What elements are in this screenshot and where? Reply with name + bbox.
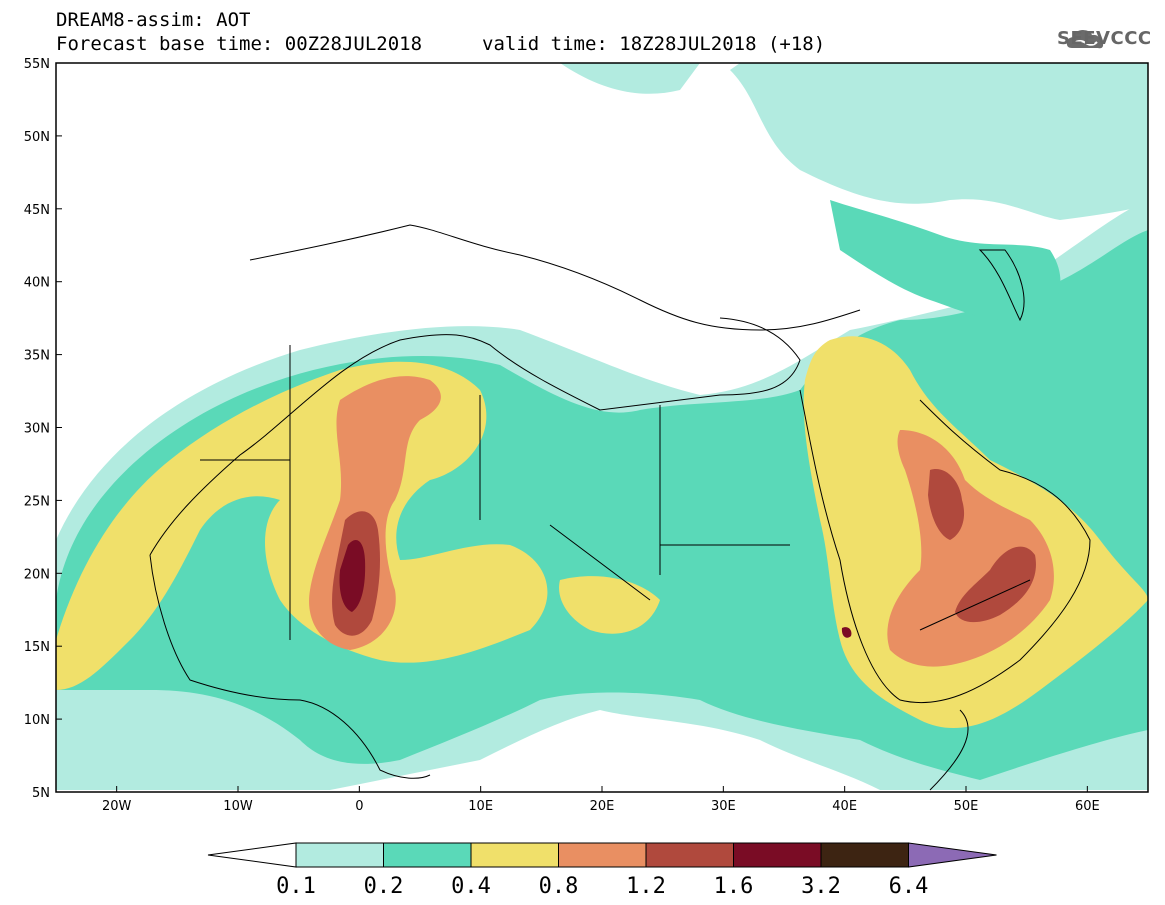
lon-label: 10E <box>468 799 493 814</box>
colorbar-label: 6.4 <box>889 874 929 899</box>
coastline-caspian <box>978 249 1025 322</box>
colorbar: 0.1 0.2 0.4 0.8 1.2 1.6 3.2 6.4 <box>207 842 997 899</box>
colorbar-segment <box>383 842 472 868</box>
valid-time: valid time: 18Z28JUL2018 (+18) <box>482 33 826 55</box>
map-title: DREAM8-assim: AOT <box>56 9 251 31</box>
lon-label: 40E <box>832 799 857 814</box>
colorbar-label: 3.2 <box>801 874 841 899</box>
lat-label: 30N <box>24 422 50 437</box>
lon-label: 50E <box>954 799 979 814</box>
border-lines <box>200 345 1031 640</box>
colorbar-segment <box>733 842 822 868</box>
colorbar-label: 0.8 <box>539 874 579 899</box>
lat-label: 35N <box>24 349 50 364</box>
logo-text: SEEVCCC <box>1057 28 1152 49</box>
aot-band-1.2-arabia <box>928 469 1036 623</box>
coastlines-borders <box>149 224 1091 791</box>
coastline-eastafrica <box>929 709 969 791</box>
aot-band-0.4 <box>56 361 548 690</box>
coastline-guinea <box>149 554 431 779</box>
lat-label: 5N <box>32 786 50 801</box>
colorbar-segment <box>820 842 909 868</box>
lat-label: 25N <box>24 494 50 509</box>
coastline-europe <box>249 224 861 331</box>
longitude-labels: 20W 10W 0 10E 20E 30E 40E 50E 60E <box>102 786 1100 814</box>
lat-label: 15N <box>24 640 50 655</box>
aot-band-0.2-caspian <box>830 200 1061 321</box>
lon-label: 0 <box>355 799 363 814</box>
colorbar-label: 1.2 <box>626 874 666 899</box>
lon-label: 20W <box>102 799 132 814</box>
colorbar-segment <box>558 842 647 868</box>
coastline-westafrica <box>149 317 801 556</box>
colorbar-label: 0.1 <box>276 874 316 899</box>
colorbar-segment <box>645 842 734 868</box>
forecast-base-time: Forecast base time: 00Z28JUL2018 <box>56 33 423 55</box>
aot-band-0.1-north <box>560 63 1148 220</box>
lat-label: 50N <box>24 130 50 145</box>
coastline-arabia <box>799 389 1091 704</box>
lat-label: 20N <box>24 567 50 582</box>
latitude-labels: 55N 50N 45N 40N 35N 30N 25N 20N 15N 10N 5N <box>24 57 62 801</box>
lat-label: 10N <box>24 713 50 728</box>
lon-label: 60E <box>1075 799 1100 814</box>
lon-label: 10W <box>223 799 253 814</box>
lat-label: 55N <box>24 57 50 72</box>
lat-label: 40N <box>24 276 50 291</box>
colorbar-high-triangle <box>908 842 997 868</box>
colorbar-label: 1.6 <box>714 874 754 899</box>
lat-label: 45N <box>24 203 50 218</box>
colorbar-label: 0.2 <box>364 874 404 899</box>
colorbar-segment <box>295 842 384 868</box>
lon-label: 20E <box>590 799 615 814</box>
aot-fill-layer <box>56 63 1148 790</box>
lon-label: 30E <box>711 799 736 814</box>
colorbar-label: 0.4 <box>451 874 491 899</box>
colorbar-segment <box>470 842 559 868</box>
colorbar-low-triangle <box>207 842 297 868</box>
cloud-icon <box>1066 30 1104 49</box>
aot-band-0.4-sahel <box>559 576 660 634</box>
